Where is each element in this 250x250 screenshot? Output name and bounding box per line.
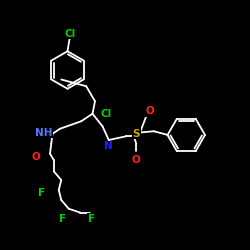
Text: N: N [104, 141, 113, 151]
Text: O: O [146, 106, 154, 116]
Text: F: F [59, 214, 66, 224]
Text: O: O [32, 152, 40, 162]
Text: Cl: Cl [64, 29, 76, 39]
Text: F: F [88, 214, 95, 224]
Text: NH: NH [35, 128, 52, 138]
Text: F: F [38, 188, 45, 198]
Text: S: S [132, 129, 140, 139]
Text: O: O [132, 155, 140, 165]
Text: Cl: Cl [100, 109, 112, 119]
